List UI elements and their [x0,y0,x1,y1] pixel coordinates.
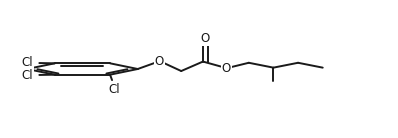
Text: Cl: Cl [108,83,120,96]
Text: O: O [222,63,231,75]
Text: O: O [201,32,210,45]
Text: Cl: Cl [21,56,33,69]
Text: Cl: Cl [21,69,33,82]
Text: O: O [155,55,164,68]
